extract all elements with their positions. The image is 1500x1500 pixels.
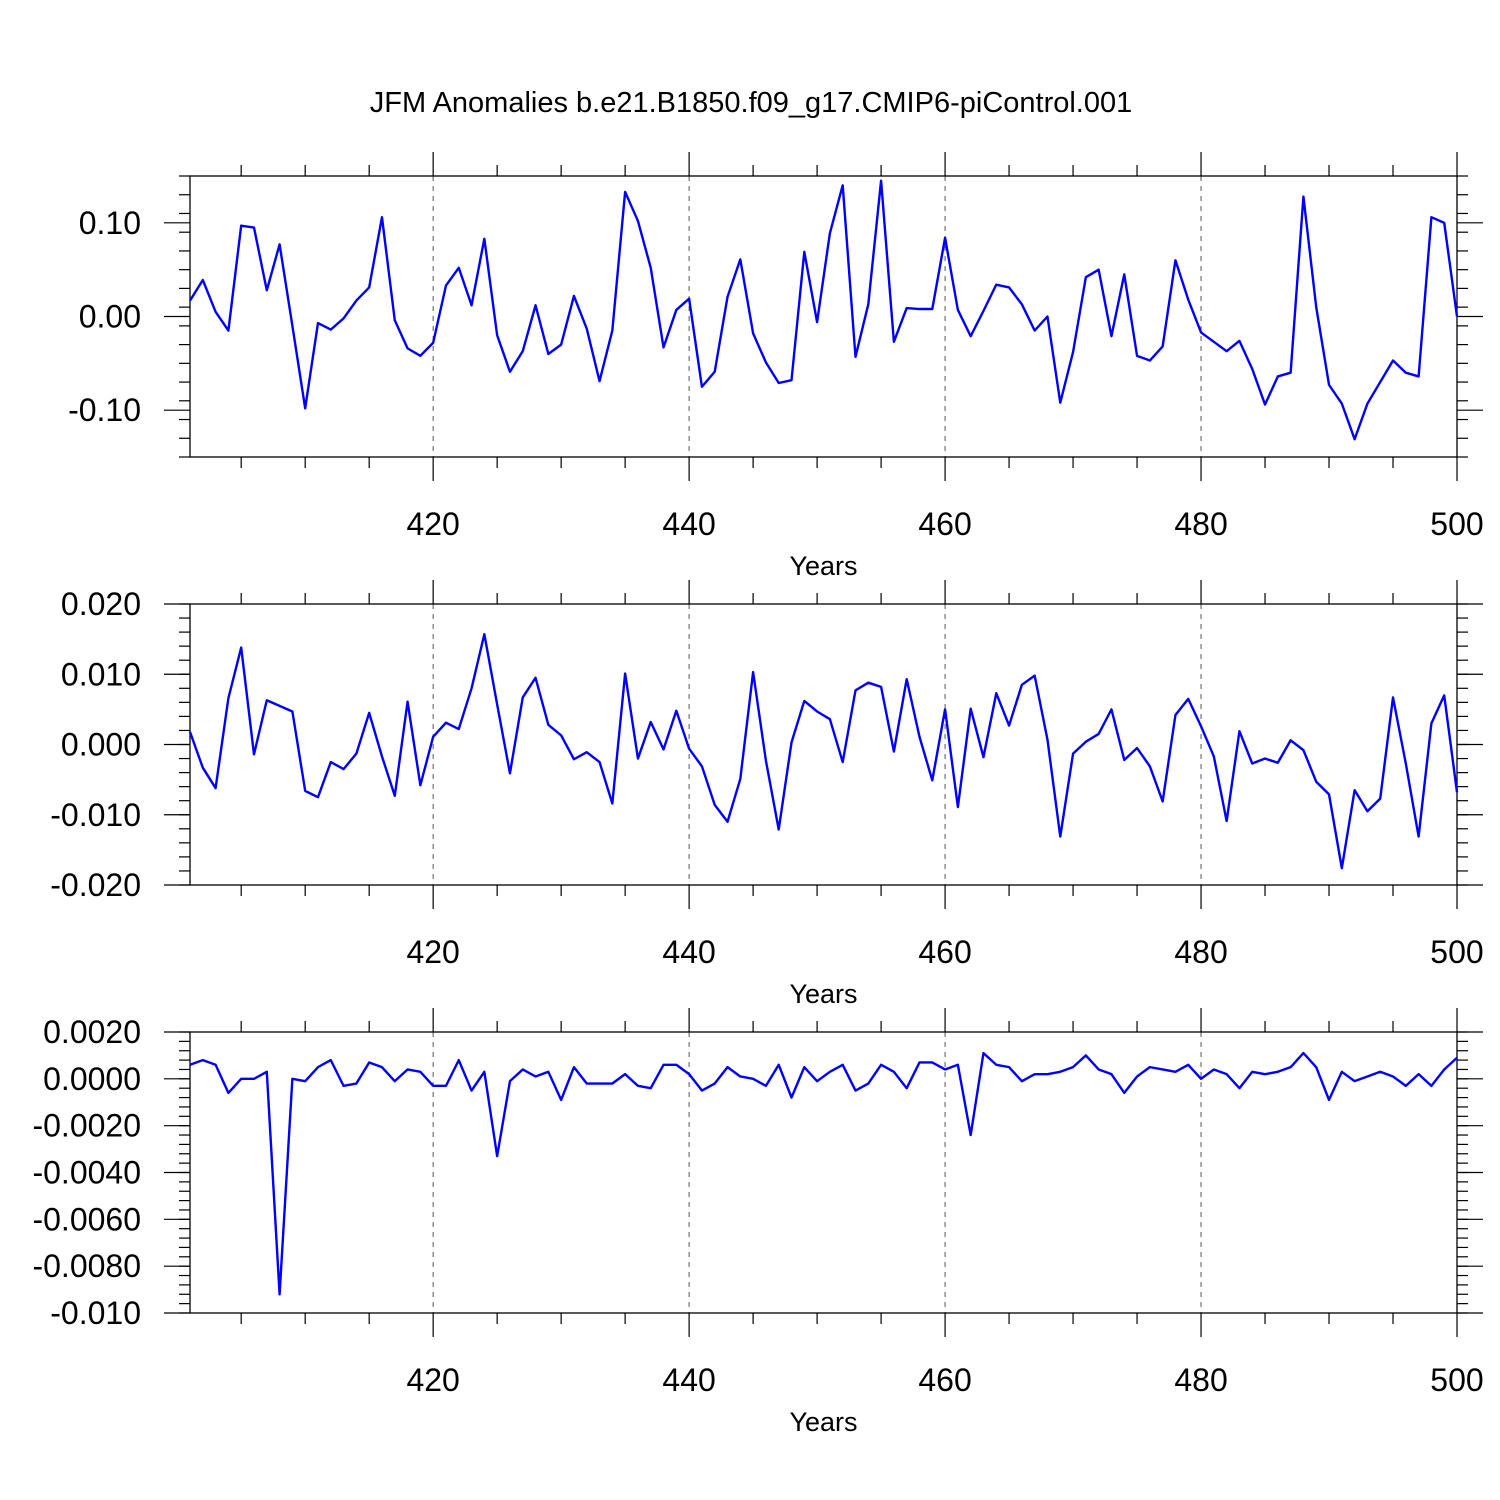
series-line-ice-area [189,1051,1458,1296]
x-axis-label: Years [789,979,857,1009]
x-axis-label: Years [789,551,857,581]
x-tick-label: 480 [1174,934,1227,970]
y-tick-label: -0.0020 [32,1108,141,1144]
y-axis-label: Sib Ice Volume 1013 m3 [18,179,49,453]
series-line-snow-volume [188,633,1459,870]
x-tick-label: 480 [1174,506,1227,542]
y-tick-label: -0.020 [50,867,141,903]
series-line-ice-volume [188,179,1459,441]
y-tick-label: -0.0080 [32,1248,141,1284]
panel-snow-volume: -0.020 -0.010 0.000 0.010 0.020 420 440 460 480 5… [18,580,1484,1009]
x-tick-label: 460 [918,1362,971,1398]
y-tick-label: -0.0060 [32,1201,141,1237]
chart-title: JFM Anomalies b.e21.B1850.f09_g17.CMIP6-… [370,87,1133,119]
x-tick-label: 500 [1430,1362,1483,1398]
plot-frame [189,603,1458,886]
x-tick-label: 500 [1430,506,1483,542]
y-tick-label: 0.0020 [43,1014,141,1050]
y-tick-label: 0.0000 [43,1061,141,1097]
y-tick-label: 0.010 [61,656,141,692]
x-tick-label: 460 [918,506,971,542]
x-tick-label: 420 [406,506,459,542]
y-tick-label: -0.010 [50,1295,141,1331]
x-tick-label: 440 [662,934,715,970]
x-tick-label: 480 [1174,1362,1227,1398]
y-tick-label: 0.00 [79,299,141,335]
x-tick-label: 460 [918,934,971,970]
y-axis-label: Sib Snow Volume 1013 m3 [18,591,49,897]
x-tick-label: 420 [406,934,459,970]
x-tick-label: 440 [662,506,715,542]
plot-frame [189,175,1458,458]
x-tick-label: 420 [406,1362,459,1398]
x-axis-label: Years [789,1407,857,1437]
y-tick-label: -0.010 [50,797,141,833]
y-tick-label: -0.10 [68,392,141,428]
x-tick-label: 500 [1430,934,1483,970]
y-tick-label: 0.000 [61,727,141,763]
panels: -0.10 0.00 0.10 420 440 460 480 500 Years Sib Ice… [18,152,1484,1437]
x-tick-label: 440 [662,1362,715,1398]
panel-ice-volume: -0.10 0.00 0.10 420 440 460 480 500 Years Sib Ice… [18,152,1484,581]
panel-ice-area: -0.010 -0.0080 -0.0060 -0.0040 -0.0020 0.0000… [32,1008,1484,1437]
y-tick-label: 0.10 [79,205,141,241]
y-tick-label: 0.020 [61,586,141,622]
y-tick-label: -0.0040 [32,1155,141,1191]
